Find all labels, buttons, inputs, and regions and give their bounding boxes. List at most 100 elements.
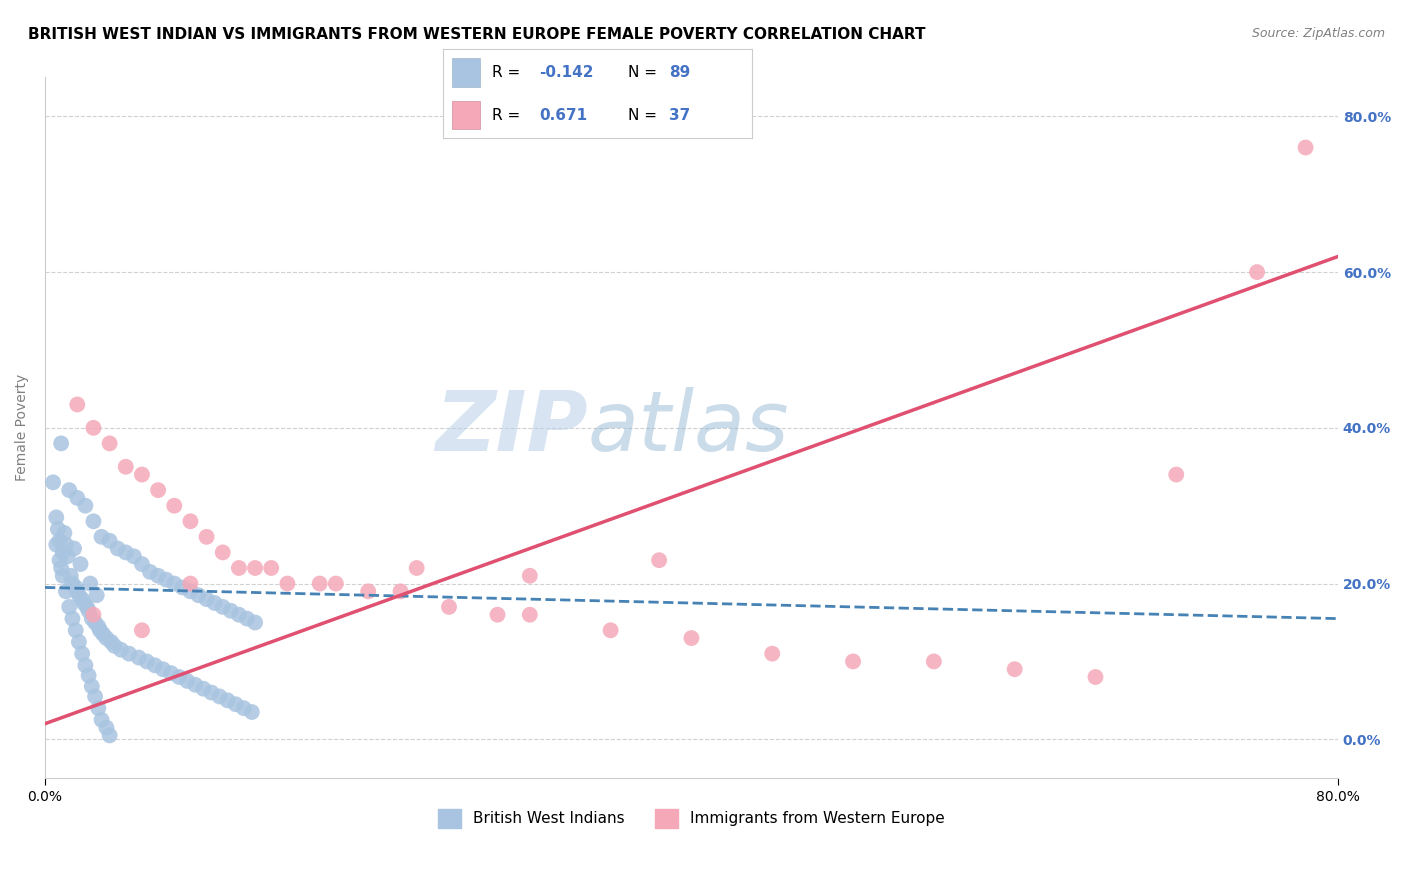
Text: N =: N = (628, 108, 662, 122)
Point (65, 581, 87, 595)
Point (160, 666, 183, 681)
FancyBboxPatch shape (453, 58, 479, 87)
Point (155, 573, 177, 587)
Text: ZIP: ZIP (436, 387, 588, 468)
Point (48, 553, 70, 567)
Point (96, 631, 118, 645)
Point (122, 549, 145, 564)
Point (62, 611, 84, 625)
Point (66, 491, 89, 505)
Point (325, 576, 347, 591)
Point (114, 459, 136, 474)
Point (139, 565, 162, 579)
Point (56, 549, 79, 564)
Point (80, 679, 103, 693)
Point (519, 568, 541, 582)
Point (211, 545, 233, 559)
Point (98, 436, 121, 450)
Point (519, 607, 541, 622)
Legend: British West Indians, Immigrants from Western Europe: British West Indians, Immigrants from We… (432, 803, 950, 834)
Point (437, 599, 460, 614)
Point (118, 647, 141, 661)
Point (179, 584, 201, 599)
Point (761, 647, 783, 661)
Point (128, 650, 150, 665)
Point (48, 533, 70, 548)
Point (70, 592, 93, 607)
Point (308, 576, 330, 591)
Point (187, 588, 209, 602)
Point (179, 514, 201, 528)
Point (55, 538, 77, 552)
Point (228, 561, 250, 575)
Point (195, 530, 218, 544)
Point (357, 584, 380, 599)
Point (66, 397, 89, 411)
Y-axis label: Female Poverty: Female Poverty (15, 375, 30, 482)
Point (62, 576, 84, 591)
Point (200, 685, 222, 699)
Text: R =: R = (492, 108, 526, 122)
Point (82, 607, 104, 622)
Point (204, 596, 226, 610)
Point (922, 655, 945, 669)
Point (100, 635, 122, 649)
Point (389, 584, 412, 599)
Point (276, 576, 298, 591)
Point (236, 611, 259, 625)
Point (82, 514, 104, 528)
Text: 89: 89 (669, 65, 690, 79)
Point (87, 619, 110, 633)
Point (260, 561, 283, 575)
Point (79, 576, 101, 591)
Point (146, 483, 169, 497)
Point (75, 658, 97, 673)
Point (75, 499, 97, 513)
Point (91, 627, 114, 641)
Text: BRITISH WEST INDIAN VS IMMIGRANTS FROM WESTERN EUROPE FEMALE POVERTY CORRELATION: BRITISH WEST INDIAN VS IMMIGRANTS FROM W… (28, 27, 925, 42)
Point (82, 421, 104, 435)
Point (66, 584, 89, 599)
Point (114, 545, 136, 559)
Point (76, 599, 98, 614)
Point (63, 541, 86, 556)
Point (103, 639, 125, 653)
Point (195, 592, 218, 607)
Point (96, 721, 118, 735)
Point (52, 568, 75, 582)
Point (90, 713, 112, 727)
Point (176, 673, 198, 688)
Point (225, 698, 247, 712)
Point (45, 510, 67, 524)
Point (243, 615, 266, 630)
Point (86, 588, 108, 602)
Point (42, 475, 65, 490)
Point (46, 522, 69, 536)
Point (228, 607, 250, 622)
Point (1084, 670, 1107, 684)
Point (53, 525, 76, 540)
Point (90, 530, 112, 544)
Point (67, 635, 90, 649)
Point (232, 701, 254, 715)
Point (1166, 467, 1188, 482)
Text: R =: R = (492, 65, 526, 79)
Point (146, 568, 169, 582)
Point (167, 670, 190, 684)
Point (211, 599, 233, 614)
FancyBboxPatch shape (453, 101, 479, 129)
Text: atlas: atlas (588, 387, 790, 468)
Point (219, 604, 242, 618)
Point (45, 538, 67, 552)
Point (98, 728, 121, 742)
Point (89, 624, 111, 638)
Point (58, 599, 80, 614)
Point (143, 658, 166, 673)
Point (110, 642, 132, 657)
Point (58, 483, 80, 497)
Point (842, 655, 865, 669)
Text: N =: N = (628, 65, 662, 79)
Point (77, 668, 100, 682)
Point (1004, 662, 1026, 676)
Point (135, 655, 157, 669)
